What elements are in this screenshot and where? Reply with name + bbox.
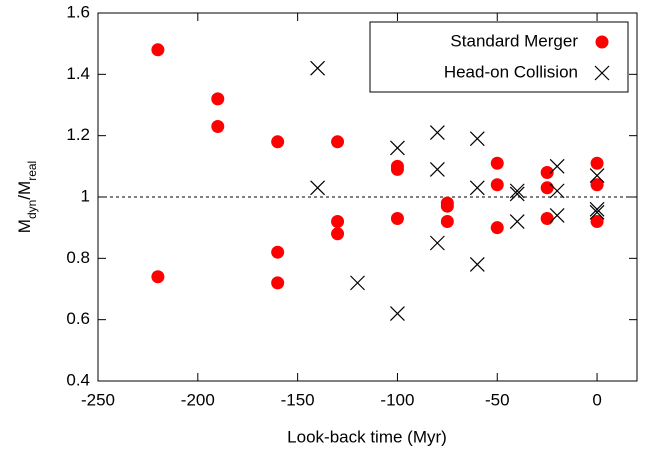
y-tick-label: 1.2 bbox=[66, 125, 90, 144]
cross-stroke bbox=[509, 186, 525, 202]
point bbox=[151, 270, 165, 284]
y-tick-label: 0.4 bbox=[66, 370, 90, 389]
cross-stroke bbox=[390, 306, 405, 321]
x-tick-label: -150 bbox=[281, 390, 315, 409]
point bbox=[350, 275, 365, 291]
point bbox=[310, 60, 326, 76]
point bbox=[589, 168, 605, 183]
point bbox=[310, 180, 326, 196]
point bbox=[509, 186, 525, 202]
legend-box bbox=[369, 21, 629, 93]
x-axis-label: Look-back time (Myr) bbox=[287, 427, 447, 446]
point bbox=[211, 92, 225, 106]
cross-stroke bbox=[594, 65, 610, 81]
y-tick-label: 0.6 bbox=[66, 309, 90, 328]
point bbox=[151, 43, 165, 57]
point bbox=[331, 215, 345, 229]
point bbox=[469, 180, 485, 196]
point bbox=[390, 211, 404, 225]
point bbox=[331, 227, 345, 241]
y-label-sub: dyn bbox=[25, 200, 39, 219]
point bbox=[271, 135, 285, 149]
y-tick-label: 1.6 bbox=[66, 2, 90, 21]
cross-stroke bbox=[549, 207, 565, 223]
legend-marker bbox=[595, 35, 609, 49]
legend: Standard Merger Head-on Collision bbox=[369, 21, 629, 93]
point bbox=[540, 181, 554, 195]
cross-stroke bbox=[509, 183, 525, 199]
y-tick-label: 1 bbox=[81, 186, 90, 205]
x-tick-label: -100 bbox=[380, 390, 414, 409]
point bbox=[211, 119, 225, 133]
cross-stroke bbox=[469, 257, 485, 272]
point bbox=[589, 201, 605, 217]
point bbox=[469, 131, 485, 147]
y-tick-label: 1.4 bbox=[66, 64, 90, 83]
point bbox=[390, 162, 404, 176]
y-label-part: M bbox=[15, 219, 34, 233]
point bbox=[509, 183, 525, 199]
x-tick-label: -200 bbox=[181, 390, 215, 409]
point bbox=[509, 214, 525, 229]
point bbox=[549, 183, 565, 199]
cross-stroke bbox=[469, 180, 485, 196]
legend-marker bbox=[594, 65, 610, 81]
y-label-sub: real bbox=[25, 161, 39, 181]
point bbox=[271, 276, 285, 290]
point bbox=[490, 178, 504, 192]
cross-stroke bbox=[429, 125, 445, 141]
cross-stroke bbox=[310, 60, 326, 76]
cross-stroke bbox=[549, 183, 565, 199]
point bbox=[440, 199, 454, 213]
point bbox=[590, 156, 604, 170]
point bbox=[429, 125, 445, 141]
point bbox=[429, 161, 445, 177]
cross-stroke bbox=[429, 235, 445, 251]
y-axis-label: Mdyn/Mreal bbox=[15, 161, 39, 233]
legend-label: Head-on Collision bbox=[444, 62, 578, 81]
point bbox=[590, 178, 604, 192]
y-label-part: /M bbox=[15, 181, 34, 200]
point bbox=[429, 235, 445, 251]
point bbox=[331, 135, 345, 149]
y-tick-label: 0.8 bbox=[66, 248, 90, 267]
point bbox=[540, 211, 554, 225]
point bbox=[390, 140, 405, 156]
cross-stroke bbox=[589, 201, 605, 217]
point bbox=[549, 158, 565, 174]
point bbox=[549, 207, 565, 223]
cross-stroke bbox=[350, 275, 365, 291]
cross-stroke bbox=[549, 158, 565, 174]
point bbox=[490, 156, 504, 170]
cross-stroke bbox=[509, 214, 525, 229]
x-tick-label: -250 bbox=[81, 390, 115, 409]
point bbox=[440, 215, 454, 229]
point bbox=[540, 165, 554, 179]
cross-stroke bbox=[310, 180, 326, 196]
cross-stroke bbox=[589, 168, 605, 183]
x-tick-label: -50 bbox=[485, 390, 510, 409]
cross-stroke bbox=[469, 131, 485, 147]
point bbox=[590, 215, 604, 229]
point bbox=[589, 204, 605, 220]
point bbox=[271, 245, 285, 259]
legend-label: Standard Merger bbox=[450, 31, 578, 50]
point bbox=[469, 257, 485, 272]
point bbox=[390, 306, 405, 321]
point bbox=[490, 221, 504, 235]
x-tick-label: 0 bbox=[592, 390, 601, 409]
cross-stroke bbox=[390, 140, 405, 156]
cross-stroke bbox=[429, 161, 445, 177]
cross-stroke bbox=[589, 204, 605, 220]
